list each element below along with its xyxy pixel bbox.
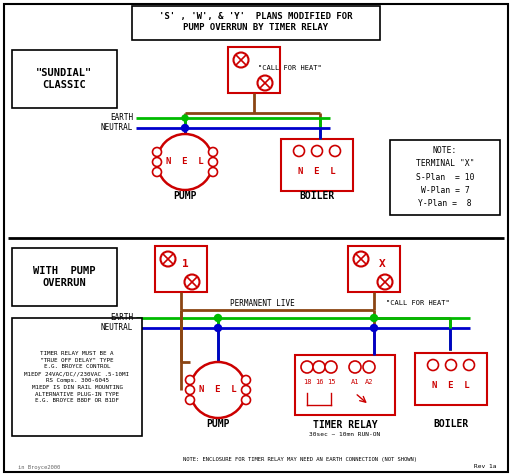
Bar bbox=[348, 246, 400, 292]
Bar bbox=[12, 318, 142, 436]
Bar bbox=[155, 246, 207, 292]
Circle shape bbox=[157, 134, 213, 190]
Text: 18: 18 bbox=[303, 379, 311, 385]
Text: PERMANENT LIVE: PERMANENT LIVE bbox=[229, 298, 294, 307]
Text: in Broyce2000: in Broyce2000 bbox=[18, 465, 60, 469]
Bar bbox=[415, 353, 487, 405]
Circle shape bbox=[208, 168, 218, 177]
Bar bbox=[390, 140, 500, 215]
Text: 30sec ~ 10mn RUN-ON: 30sec ~ 10mn RUN-ON bbox=[309, 433, 380, 437]
Circle shape bbox=[208, 148, 218, 157]
Circle shape bbox=[233, 52, 248, 68]
Circle shape bbox=[371, 315, 377, 321]
Text: PUMP: PUMP bbox=[173, 191, 197, 201]
Text: N  E  L: N E L bbox=[199, 386, 237, 395]
Circle shape bbox=[215, 315, 222, 321]
Circle shape bbox=[242, 376, 250, 385]
Text: N  E  L: N E L bbox=[166, 158, 204, 167]
Circle shape bbox=[153, 148, 161, 157]
Circle shape bbox=[445, 359, 457, 370]
Text: PUMP: PUMP bbox=[206, 419, 230, 429]
Bar bbox=[295, 355, 395, 415]
Text: EARTH: EARTH bbox=[110, 113, 133, 122]
Circle shape bbox=[463, 359, 475, 370]
Text: NEUTRAL: NEUTRAL bbox=[101, 123, 133, 132]
Text: N  E  L: N E L bbox=[432, 380, 470, 389]
Bar bbox=[12, 248, 117, 306]
Bar bbox=[228, 47, 280, 93]
Circle shape bbox=[185, 376, 195, 385]
Text: EARTH: EARTH bbox=[110, 314, 133, 323]
Bar bbox=[281, 139, 353, 191]
Circle shape bbox=[428, 359, 438, 370]
Circle shape bbox=[377, 275, 393, 289]
Circle shape bbox=[330, 146, 340, 157]
Circle shape bbox=[363, 361, 375, 373]
Text: 'S' , 'W', & 'Y'  PLANS MODIFIED FOR: 'S' , 'W', & 'Y' PLANS MODIFIED FOR bbox=[159, 11, 353, 20]
Bar bbox=[12, 50, 117, 108]
Text: TIMER RELAY: TIMER RELAY bbox=[313, 420, 377, 430]
Text: BOILER: BOILER bbox=[300, 191, 335, 201]
Circle shape bbox=[242, 396, 250, 405]
Text: N  E  L: N E L bbox=[298, 167, 336, 176]
Circle shape bbox=[311, 146, 323, 157]
Circle shape bbox=[185, 386, 195, 395]
Circle shape bbox=[182, 115, 188, 121]
Text: NOTE: ENCLOSURE FOR TIMER RELAY MAY NEED AN EARTH CONNECTION (NOT SHOWN): NOTE: ENCLOSURE FOR TIMER RELAY MAY NEED… bbox=[183, 456, 417, 462]
Text: 1: 1 bbox=[182, 259, 188, 269]
Circle shape bbox=[293, 146, 305, 157]
Circle shape bbox=[153, 168, 161, 177]
Circle shape bbox=[208, 158, 218, 167]
Circle shape bbox=[301, 361, 313, 373]
Text: PUMP OVERRUN BY TIMER RELAY: PUMP OVERRUN BY TIMER RELAY bbox=[183, 22, 329, 31]
Circle shape bbox=[371, 325, 377, 331]
Circle shape bbox=[185, 396, 195, 405]
Bar bbox=[132, 6, 380, 40]
Text: "SUNDIAL"
CLASSIC: "SUNDIAL" CLASSIC bbox=[36, 68, 92, 90]
Circle shape bbox=[184, 275, 200, 289]
Circle shape bbox=[349, 361, 361, 373]
Text: 15: 15 bbox=[327, 379, 335, 385]
Text: NEUTRAL: NEUTRAL bbox=[101, 324, 133, 333]
Text: "CALL FOR HEAT": "CALL FOR HEAT" bbox=[386, 300, 450, 306]
Circle shape bbox=[190, 362, 246, 418]
Circle shape bbox=[313, 361, 325, 373]
Circle shape bbox=[325, 361, 337, 373]
Text: Rev 1a: Rev 1a bbox=[474, 465, 496, 469]
Text: A1: A1 bbox=[351, 379, 359, 385]
Text: 16: 16 bbox=[315, 379, 323, 385]
Text: BOILER: BOILER bbox=[433, 419, 468, 429]
Circle shape bbox=[215, 325, 222, 331]
Text: "CALL FOR HEAT": "CALL FOR HEAT" bbox=[258, 65, 322, 71]
Circle shape bbox=[258, 76, 272, 90]
Circle shape bbox=[153, 158, 161, 167]
Circle shape bbox=[242, 386, 250, 395]
Circle shape bbox=[353, 251, 369, 267]
Text: A2: A2 bbox=[365, 379, 373, 385]
Text: TIMER RELAY MUST BE A
"TRUE OFF DELAY" TYPE
E.G. BROYCE CONTROL
M1EDF 24VAC/DC//: TIMER RELAY MUST BE A "TRUE OFF DELAY" T… bbox=[25, 351, 130, 403]
Circle shape bbox=[181, 125, 188, 131]
Text: WITH  PUMP
OVERRUN: WITH PUMP OVERRUN bbox=[33, 266, 95, 288]
Text: NOTE:
TERMINAL "X"
S-Plan  = 10
W-Plan = 7
Y-Plan =  8: NOTE: TERMINAL "X" S-Plan = 10 W-Plan = … bbox=[416, 146, 474, 208]
Circle shape bbox=[160, 251, 176, 267]
Text: X: X bbox=[379, 259, 386, 269]
